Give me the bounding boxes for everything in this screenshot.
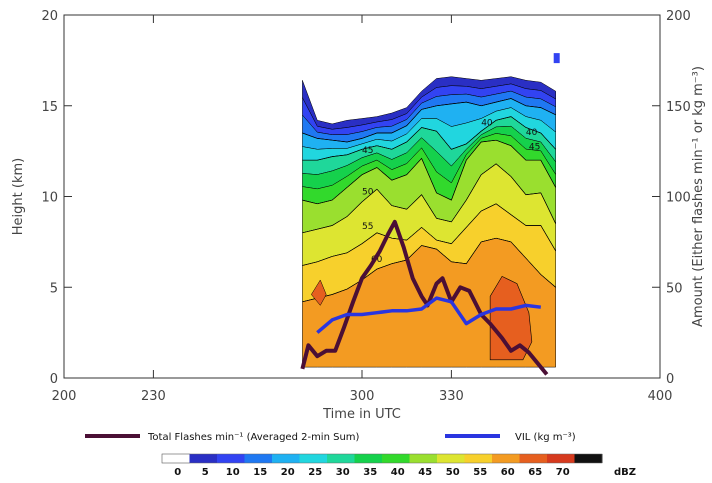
colorbar-swatch (354, 454, 383, 463)
x-axis-label: Time in UTC (322, 407, 401, 422)
y-tick-label: 10 (41, 191, 58, 206)
contour-label: 45 (529, 142, 540, 152)
contour-label: 40 (526, 128, 538, 138)
y2-tick-label: 0 (666, 372, 674, 387)
x-tick-label: 330 (439, 389, 464, 404)
contour-label: 55 (362, 222, 373, 232)
contour-label: 60 (371, 255, 383, 265)
plot-area: 40 45 50 55 60 45 40 (300, 53, 560, 376)
y2-tick-label: 200 (666, 9, 691, 24)
colorbar-swatch (437, 454, 465, 463)
colorbar-tick-label: 5 (202, 467, 209, 478)
colorbar-tick-label: 25 (308, 467, 322, 478)
colorbar-unit-label: dBZ (614, 467, 636, 478)
contour-line-4 (302, 203, 557, 266)
x-tick-label: 400 (648, 389, 673, 404)
colorbar-swatch (519, 454, 548, 463)
colorbar-swatch (547, 454, 575, 463)
colorbar-tick-label: 60 (501, 467, 515, 478)
contour-line-5 (302, 237, 556, 303)
colorbar-tick-label: 55 (473, 467, 487, 478)
colorbar-frame (161, 453, 603, 464)
total-flashes-line (300, 219, 549, 376)
legend-label-vil: VIL (kg m⁻³) (515, 432, 576, 443)
x-tick-label: 200 (52, 389, 77, 404)
legend: Total Flashes min⁻¹ (Averaged 2-min Sum)… (85, 432, 576, 443)
colorbar-tick-label: 70 (556, 467, 570, 478)
colorbar-tick-label: 40 (391, 467, 405, 478)
colorbar-tick-label: 30 (336, 467, 350, 478)
y-tick-label: 15 (41, 100, 58, 115)
colorbar-tick-label: 35 (363, 467, 377, 478)
y2-tick-label: 150 (666, 100, 691, 115)
colorbar-swatch (574, 454, 603, 463)
y2-axis-label: Amount (Either flashes min⁻¹ or kg m⁻³) (691, 66, 706, 327)
colorbar-tick-label: 10 (226, 467, 240, 478)
colorbar-swatch (272, 454, 300, 463)
x-tick-label: 300 (350, 389, 375, 404)
y-tick-label: 5 (50, 281, 58, 296)
vil-line (316, 296, 542, 334)
contour-label: 45 (362, 146, 373, 156)
colorbar-swatch (189, 454, 218, 463)
colorbar-swatch (409, 454, 438, 463)
colorbar-swatch (244, 454, 273, 463)
reflectivity-cell-isolated (553, 53, 560, 64)
contour-line-0 (302, 98, 556, 143)
contour-label: 40 (481, 119, 493, 129)
colorbar-swatch (464, 454, 493, 463)
colorbar-tick-label: 15 (253, 467, 267, 478)
contour-label: 50 (362, 188, 374, 198)
colorbar-swatch (382, 454, 410, 463)
x-tick-label: 230 (141, 389, 166, 404)
contour-line-1 (302, 116, 556, 161)
colorbar-tick-label: 20 (281, 467, 295, 478)
colorbar-swatch (299, 454, 328, 463)
colorbar-swatch (217, 454, 245, 463)
colorbar-swatch (161, 453, 191, 464)
legend-label-total-flashes: Total Flashes min⁻¹ (Averaged 2-min Sum) (147, 432, 360, 443)
y-tick-label: 20 (41, 9, 58, 24)
y2-tick-label: 50 (666, 281, 683, 296)
y-axis-label: Height (km) (11, 158, 26, 235)
colorbar-swatch (327, 454, 355, 463)
y2-tick-label: 100 (666, 191, 691, 206)
y-tick-label: 0 (50, 372, 58, 387)
colorbar-tick-label: 50 (446, 467, 460, 478)
colorbar-tick-label: 45 (418, 467, 432, 478)
reflectivity-cell-small (311, 279, 327, 306)
colorbar-swatch (492, 454, 520, 463)
colorbar-tick-label: 65 (528, 467, 542, 478)
colorbar: 0 5 10 15 20 25 30 35 40 45 50 55 60 65 70 dBZ (161, 453, 636, 478)
axes: 200 230 300 330 40005101520050100150200Time … (11, 9, 706, 422)
colorbar-tick-label: 0 (174, 467, 181, 478)
contour-line-2 (302, 139, 557, 205)
contour-line-3 (302, 163, 557, 234)
